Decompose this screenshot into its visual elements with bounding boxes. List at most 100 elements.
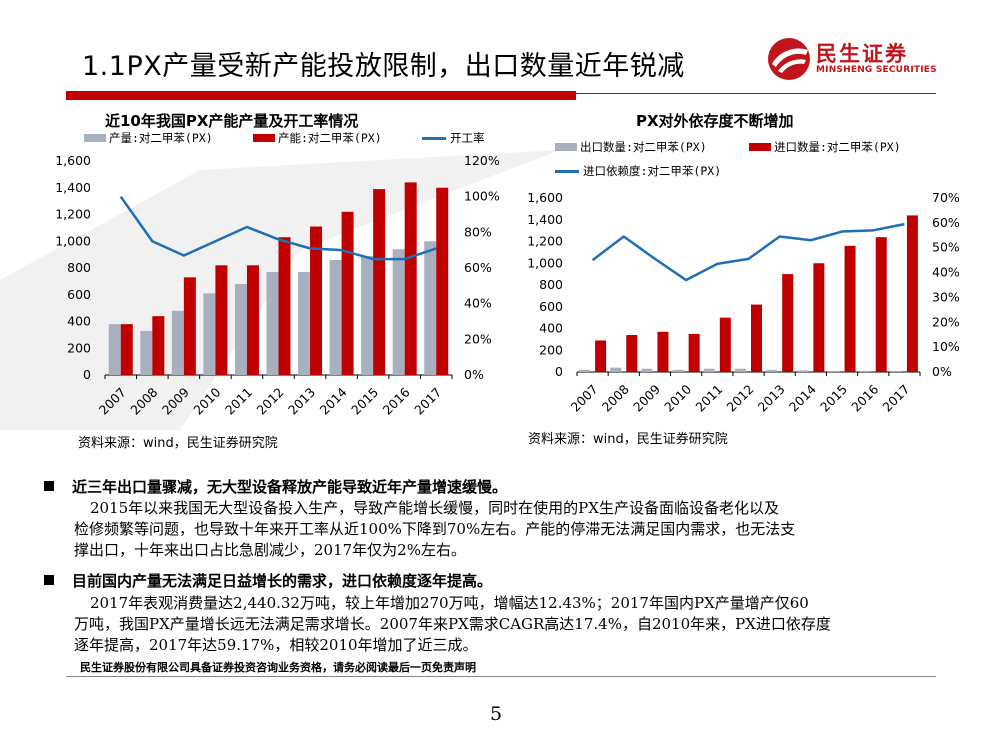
header-red-bar xyxy=(66,91,576,100)
y-right-tick-label: 120% xyxy=(464,153,500,168)
y-left-tick-label: 1,600 xyxy=(55,153,91,168)
bar-red xyxy=(215,265,228,375)
y-right-tick-label: 60% xyxy=(932,215,960,230)
page-number: 5 xyxy=(490,703,503,725)
bar-gray xyxy=(298,272,311,375)
x-tick-label: 2011 xyxy=(222,385,255,418)
x-tick-label: 2009 xyxy=(630,381,663,414)
bar-gray xyxy=(890,370,902,372)
y-left-tick-label: 1,200 xyxy=(527,234,563,249)
x-tick-label: 2007 xyxy=(568,382,601,415)
page-title: 1.1PX产量受新产能投放限制，出口数量近年锐减 xyxy=(82,51,685,82)
bar-red xyxy=(120,324,133,375)
bar-red xyxy=(595,340,607,372)
y-left-tick-label: 600 xyxy=(67,287,91,302)
y-left-tick-label: 1,600 xyxy=(527,190,563,205)
y-right-tick-label: 20% xyxy=(932,314,960,329)
bar-gray xyxy=(797,370,809,372)
chart1-title: 近10年我国PX产能产量及开工率情况 xyxy=(105,112,359,130)
y-left-tick-label: 1,400 xyxy=(55,180,91,195)
x-tick-label: 2017 xyxy=(879,382,912,415)
chart2-source: 资料来源：wind，民生证券研究院 xyxy=(528,432,728,447)
y-left-tick-label: 1,400 xyxy=(527,212,563,227)
bar-gray xyxy=(610,367,622,372)
bar-red xyxy=(278,237,291,375)
bar-red xyxy=(152,316,165,375)
bullet-1: 近三年出口量骤减，无大型设备释放产能导致近年产量增速缓慢。 xyxy=(44,476,507,497)
paragraph-1: 2015年以来我国无大型设备投入生产，导致产能增长缓慢，同时在使用的PX生产设备… xyxy=(74,499,796,559)
y-left-tick-label: 800 xyxy=(67,260,91,275)
bar-gray xyxy=(140,330,153,375)
chart1-plot: 0 200 400 600 800 1,000 1,200 1,400 1,600 0% 20% 40… xyxy=(55,153,500,418)
x-tick-label: 2008 xyxy=(127,384,160,417)
bar-gray xyxy=(171,310,184,375)
bar-red xyxy=(341,211,354,375)
x-tick-label: 2011 xyxy=(692,382,725,415)
bar-gray xyxy=(266,272,279,375)
bar-red xyxy=(813,263,825,372)
bar-gray xyxy=(766,369,778,372)
bar-gray xyxy=(579,369,591,372)
legend-swatch-red xyxy=(253,134,275,142)
bar-red xyxy=(436,187,449,375)
legend-swatch-gray xyxy=(555,143,577,151)
bullet-2: 目前国内产量无法满足日益增长的需求，进口依赖度逐年提高。 xyxy=(44,570,492,591)
x-tick-label: 2017 xyxy=(411,385,444,418)
y-right-tick-label: 30% xyxy=(932,289,960,304)
bar-red xyxy=(404,182,417,375)
bar-gray xyxy=(329,259,342,375)
x-tick-label: 2013 xyxy=(755,382,788,415)
y-left-tick-label: 800 xyxy=(539,277,563,292)
bar-gray xyxy=(361,255,374,375)
bar-red xyxy=(782,274,794,372)
y-right-tick-label: 0% xyxy=(464,367,484,382)
bullet-square-icon xyxy=(44,575,54,585)
y-left-tick-label: 1,200 xyxy=(55,207,91,222)
x-tick-label: 2016 xyxy=(380,384,413,417)
bar-red xyxy=(626,335,638,372)
legend-swatch-line xyxy=(555,169,579,173)
x-tick-label: 2010 xyxy=(190,384,223,417)
y-left-tick-label: 200 xyxy=(539,342,563,357)
bar-red xyxy=(688,333,700,372)
y-left-tick-label: 0 xyxy=(83,367,91,382)
logo-text-cn: 民生证券 xyxy=(816,42,908,66)
bar-gray xyxy=(735,368,746,372)
chart2-legend-export: 出口数量:对二甲苯(PX) xyxy=(555,139,707,155)
bar-gray xyxy=(108,324,121,375)
bar-gray xyxy=(392,249,405,375)
y-right-tick-label: 20% xyxy=(464,331,492,346)
chart1-legend-capacity: 产能:对二甲苯(PX) xyxy=(253,130,382,146)
legend-swatch-line xyxy=(422,136,446,140)
chart1-source: 资料来源：wind，民生证券研究院 xyxy=(78,436,278,451)
x-tick-label: 2014 xyxy=(317,384,350,417)
y-right-tick-label: 60% xyxy=(464,260,492,275)
y-left-tick-label: 400 xyxy=(539,321,563,336)
bar-red xyxy=(844,245,856,372)
y-left-tick-label: 1,000 xyxy=(55,233,91,248)
chart2-legend-import: 进口数量:对二甲苯(PX) xyxy=(749,139,901,155)
legend-swatch-gray xyxy=(84,134,106,142)
bar-red xyxy=(751,304,762,372)
y-left-tick-label: 400 xyxy=(67,314,91,329)
bar-red xyxy=(906,215,918,372)
bar-gray xyxy=(234,284,247,375)
bullet-square-icon xyxy=(44,481,54,491)
bar-gray xyxy=(859,370,871,372)
header-divider xyxy=(576,93,936,94)
y-right-tick-label: 50% xyxy=(932,240,960,255)
line-series xyxy=(591,222,905,282)
y-right-tick-label: 100% xyxy=(464,189,500,204)
y-right-tick-label: 40% xyxy=(932,265,960,280)
x-tick-label: 2016 xyxy=(848,381,881,414)
y-right-tick-label: 40% xyxy=(464,296,492,311)
disclaimer: 民生证券股份有限公司具备证券投资咨询业务资格，请务必阅读最后一页免责声明 xyxy=(80,661,476,674)
bar-gray xyxy=(672,369,684,372)
x-tick-label: 2007 xyxy=(96,385,129,418)
y-right-tick-label: 70% xyxy=(932,190,960,205)
x-tick-label: 2008 xyxy=(599,381,632,414)
x-tick-label: 2013 xyxy=(285,385,318,418)
chart2-legend-dependency: 进口依赖度:对二甲苯(PX) xyxy=(555,163,721,179)
legend-swatch-red xyxy=(749,143,771,151)
chart1-legend-rate: 开工率 xyxy=(422,130,485,146)
